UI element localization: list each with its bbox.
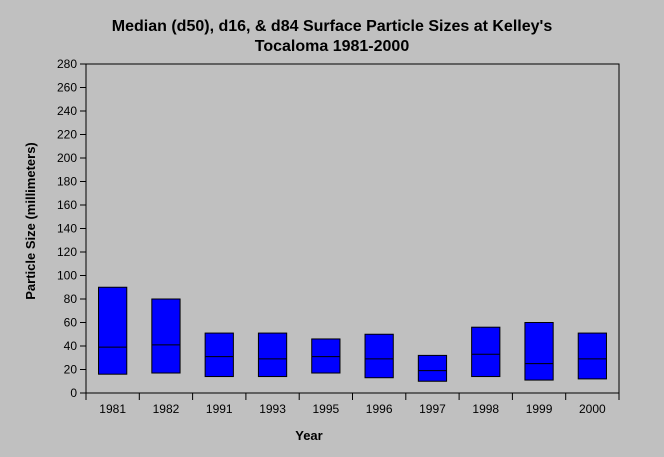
y-tick-label: 240 (57, 104, 77, 118)
y-tick-label: 100 (57, 269, 77, 283)
chart-title-line-1: Median (d50), d16, & d84 Surface Particl… (112, 18, 553, 35)
range-bar (364, 333, 394, 379)
x-tick-label: 2000 (579, 402, 606, 416)
y-axis-title: Particle Size (millimeters) (23, 142, 38, 300)
x-tick-label: 1999 (526, 402, 553, 416)
y-tick-label: 220 (57, 128, 77, 142)
y-tick-label: 40 (64, 339, 78, 353)
x-tick-label: 1982 (153, 402, 180, 416)
y-tick-label: 140 (57, 222, 77, 236)
y-tick-label: 80 (64, 292, 78, 306)
range-bar (204, 332, 234, 378)
x-tick-label: 1995 (312, 402, 339, 416)
chart-title-line-2: Tocaloma 1981-2000 (255, 38, 410, 55)
x-tick-label: 1993 (259, 402, 286, 416)
y-tick-label: 180 (57, 175, 77, 189)
range-bar (98, 286, 128, 375)
x-axis-title: Year (295, 428, 322, 443)
y-tick-label: 260 (57, 81, 77, 95)
range-bar (151, 298, 181, 374)
range-bar (311, 338, 341, 374)
range-bar (417, 354, 448, 382)
y-tick-label: 60 (64, 316, 78, 330)
y-tick-label: 200 (57, 151, 77, 165)
x-tick-label: 1998 (472, 402, 499, 416)
x-tick-label: 1996 (366, 402, 393, 416)
range-bar (257, 332, 288, 378)
y-tick-label: 280 (57, 57, 77, 71)
plot-area: 0 20 40 60 80 100 120 140 160 180 200 220 240 260 280 1… (57, 57, 620, 416)
y-tick-label: 20 (64, 363, 78, 377)
range-bar (471, 326, 501, 378)
x-tick-label: 1981 (99, 402, 126, 416)
x-tick-label: 1991 (206, 402, 233, 416)
y-tick-label: 160 (57, 198, 77, 212)
x-tick-label: 1997 (419, 402, 446, 416)
y-tick-label: 120 (57, 245, 77, 259)
range-bar (577, 332, 607, 380)
y-tick-label: 0 (70, 386, 77, 400)
range-bar (524, 322, 554, 381)
